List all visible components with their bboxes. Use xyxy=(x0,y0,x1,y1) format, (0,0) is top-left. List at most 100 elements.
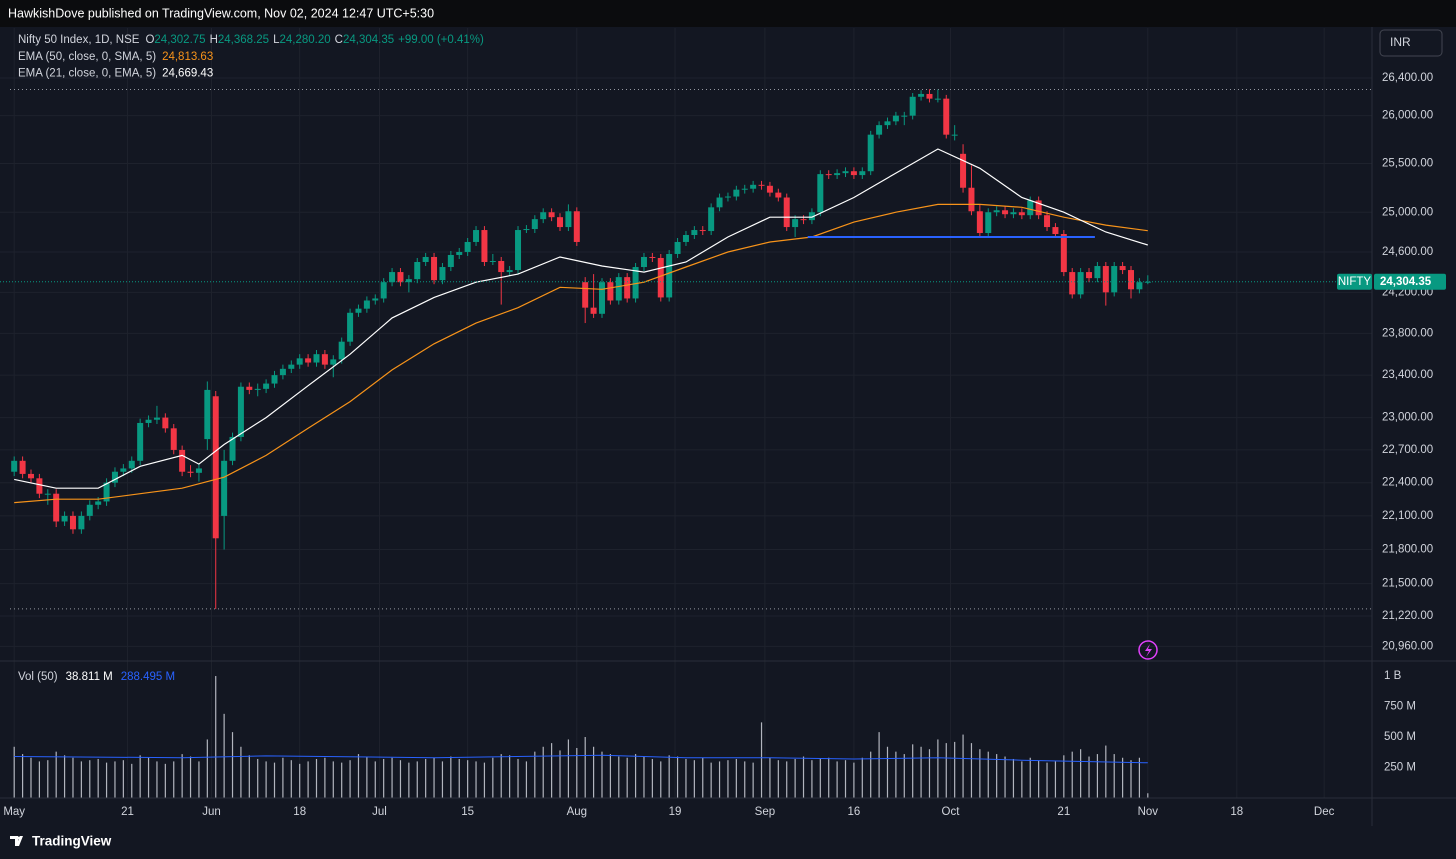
candle-body xyxy=(456,251,463,255)
volume-bar xyxy=(1054,761,1057,798)
legend-key: H xyxy=(210,34,218,46)
volume-bar xyxy=(752,762,754,798)
currency-button[interactable] xyxy=(1379,29,1443,57)
event-icon[interactable] xyxy=(1138,640,1158,660)
legend-symbol: Nifty 50 Index, 1D, NSE xyxy=(18,34,140,46)
volume-tick-label: 1 B xyxy=(1384,670,1402,682)
candle-body xyxy=(145,419,152,423)
volume-bar xyxy=(374,761,376,798)
volume-bar xyxy=(282,757,284,798)
candle-body xyxy=(305,358,312,363)
volume-bar xyxy=(198,761,200,798)
candle-body xyxy=(120,468,127,472)
volume-bar xyxy=(307,761,309,798)
volume-bar xyxy=(139,755,141,798)
candle-body xyxy=(708,207,715,232)
candle-body xyxy=(867,134,874,172)
candle-body xyxy=(212,396,219,539)
candle-body xyxy=(355,308,362,313)
y-tick-label: 21,800.00 xyxy=(1382,544,1433,556)
volume-bar xyxy=(324,757,326,798)
candle-body xyxy=(229,436,236,461)
candle-body xyxy=(716,197,723,208)
candle-body xyxy=(607,282,614,301)
volume-bar xyxy=(341,762,343,798)
candle-body xyxy=(321,354,328,365)
x-tick-label: Oct xyxy=(942,806,961,818)
x-tick-label: 18 xyxy=(293,806,306,818)
volume-bar xyxy=(1147,793,1149,798)
volume-bar xyxy=(105,762,108,798)
candle-body xyxy=(926,93,933,99)
candle-body xyxy=(817,174,824,213)
candle-body xyxy=(363,300,370,309)
x-tick-label: 21 xyxy=(1057,806,1070,818)
indicator-name: EMA (50, close, 0, SMA, 5) xyxy=(18,51,156,63)
candle-body xyxy=(271,375,278,384)
candle-body xyxy=(439,267,446,281)
candle-body xyxy=(111,471,118,483)
candle-body xyxy=(44,493,51,495)
y-tick-label: 25,000.00 xyxy=(1382,206,1433,218)
legend-value: 24,280.20 xyxy=(279,34,330,46)
volume-bar xyxy=(718,761,721,798)
candle-body xyxy=(347,312,354,342)
candle-body xyxy=(1027,200,1034,216)
indicator-value: 24,669.43 xyxy=(162,68,213,80)
x-tick-label: 16 xyxy=(848,806,861,818)
candle-body xyxy=(582,282,589,308)
volume-bar xyxy=(651,758,653,798)
candle-body xyxy=(313,354,320,363)
y-tick-label: 25,500.00 xyxy=(1382,158,1433,170)
volume-bar xyxy=(576,747,578,798)
volume-bar xyxy=(702,757,704,798)
x-tick-label: May xyxy=(3,806,25,818)
volume-bar xyxy=(492,757,494,798)
candle-body xyxy=(733,189,740,197)
candle-body xyxy=(691,230,698,236)
line-series xyxy=(14,754,1148,764)
candle-body xyxy=(792,219,799,228)
candle-body xyxy=(195,468,202,473)
volume-bar xyxy=(1046,762,1048,798)
volume-bar xyxy=(559,750,561,798)
volume-bar xyxy=(987,751,989,798)
candle-body xyxy=(523,229,530,231)
candle-body xyxy=(909,96,916,116)
x-tick-label: 19 xyxy=(669,806,682,818)
candle-body xyxy=(918,93,925,97)
volume-bar xyxy=(164,763,166,798)
volume-bar xyxy=(425,758,427,798)
candle-body xyxy=(153,417,160,420)
volume-bar xyxy=(693,760,695,798)
y-tick-label: 21,500.00 xyxy=(1382,578,1433,590)
volume-bar xyxy=(853,762,855,798)
volume-bar xyxy=(592,746,595,798)
candle-body xyxy=(128,460,135,469)
candle-body xyxy=(397,272,404,283)
legend-key: C xyxy=(335,34,343,46)
volume-bar xyxy=(349,760,351,798)
volume-bar xyxy=(1122,757,1124,798)
volume-bar xyxy=(55,751,57,798)
candle-body xyxy=(1102,266,1109,293)
last-price-label: 24,304.35 xyxy=(1380,276,1432,288)
volume-bar xyxy=(668,755,670,798)
line-series xyxy=(14,148,1148,489)
volume-bar xyxy=(500,754,502,798)
candle-body xyxy=(892,115,899,122)
candle-body xyxy=(808,212,815,221)
candle-body xyxy=(506,270,513,273)
candle-body xyxy=(901,115,908,117)
volume-bar xyxy=(399,760,402,798)
candle-body xyxy=(624,277,631,299)
candle-body xyxy=(1136,282,1143,290)
volume-bar xyxy=(114,761,116,798)
legend-change: +99.00 (+0.41%) xyxy=(398,34,484,46)
candle-body xyxy=(11,460,18,472)
candle-body xyxy=(170,428,177,450)
candle-body xyxy=(548,212,555,218)
candle-body xyxy=(481,230,488,262)
volume-bar xyxy=(1071,751,1073,798)
volume-bar xyxy=(609,754,611,798)
